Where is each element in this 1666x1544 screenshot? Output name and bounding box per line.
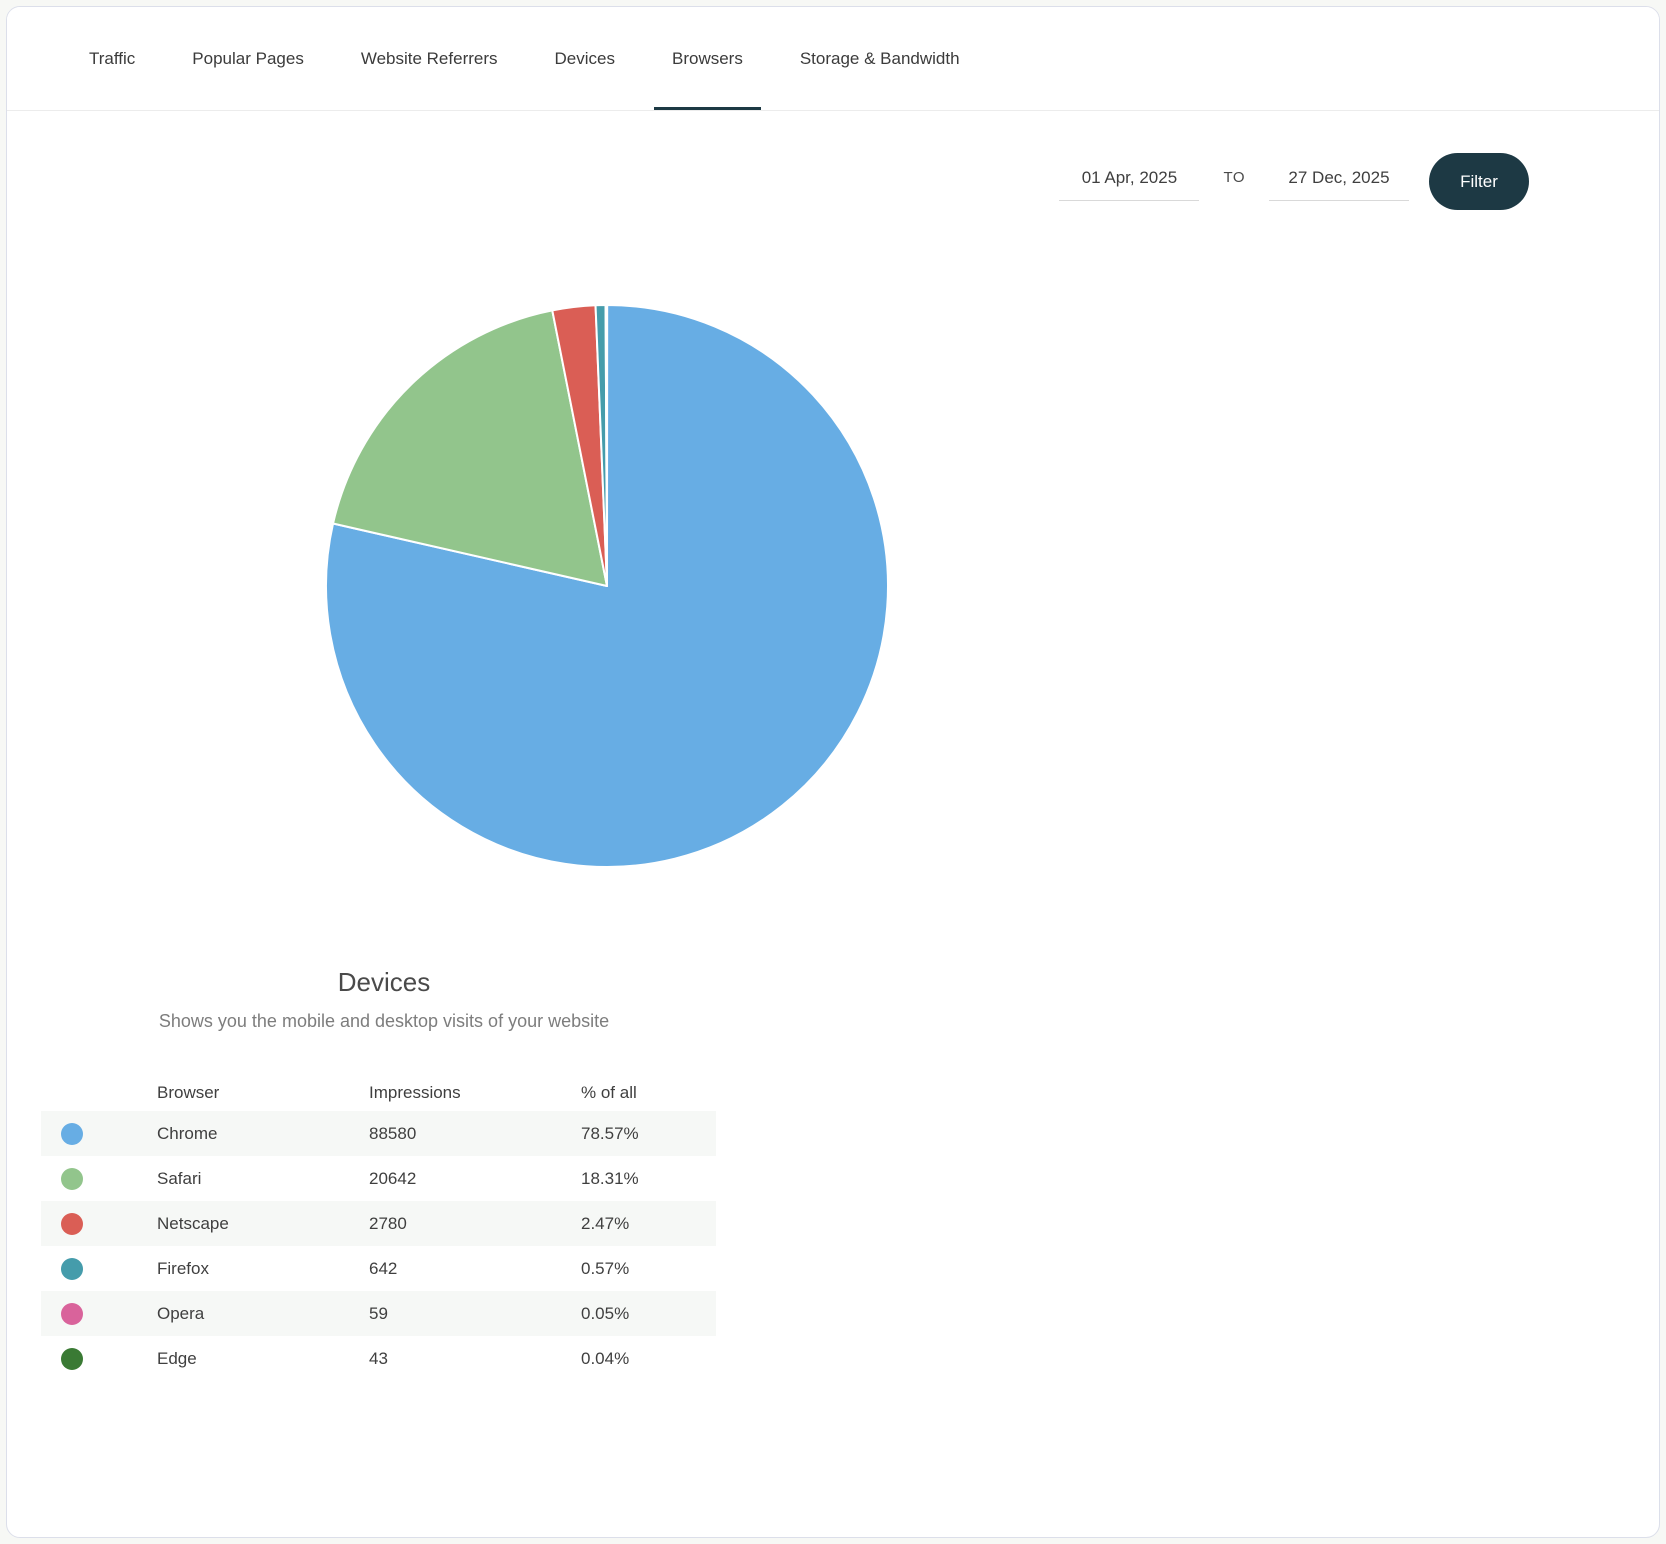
tab-label: Popular Pages bbox=[192, 48, 304, 68]
tab-devices[interactable]: Devices bbox=[537, 7, 633, 110]
percent-cell: 0.04% bbox=[581, 1348, 630, 1368]
tab-popular-pages[interactable]: Popular Pages bbox=[174, 7, 322, 110]
tab-label: Website Referrers bbox=[360, 48, 498, 68]
section-subtitle: Shows you the mobile and desktop visits … bbox=[158, 1011, 610, 1031]
column-header-percent: % of all bbox=[581, 1083, 637, 1102]
browser-name-cell: Firefox bbox=[157, 1258, 209, 1278]
table-body: Chrome 88580 78.57% Safari 20642 18.31% Netsca… bbox=[41, 1111, 716, 1381]
section-title: Devices bbox=[337, 967, 431, 997]
tab-bar: Traffic Popular Pages Website Referrers Dev… bbox=[7, 7, 1659, 111]
table-row-netscape: Netscape 2780 2.47% bbox=[41, 1201, 716, 1246]
percent-cell: 0.57% bbox=[581, 1258, 630, 1278]
filter-button[interactable]: Filter bbox=[1429, 153, 1529, 210]
browser-name-cell: Opera bbox=[157, 1303, 205, 1323]
start-date-input[interactable] bbox=[1059, 162, 1200, 201]
impressions-cell: 43 bbox=[369, 1348, 388, 1368]
table-row-opera: Opera 59 0.05% bbox=[41, 1291, 716, 1336]
legend-color-dot-opera bbox=[61, 1302, 83, 1325]
percent-cell: 0.05% bbox=[581, 1303, 630, 1323]
pie-slice-safari bbox=[332, 309, 608, 587]
table-header-row: Browser Impressions % of all bbox=[41, 1075, 716, 1111]
browser-name-cell: Safari bbox=[157, 1168, 202, 1188]
column-header-impressions: Impressions bbox=[369, 1083, 461, 1102]
tab-label: Browsers bbox=[671, 48, 743, 68]
browser-name-cell: Chrome bbox=[157, 1123, 218, 1143]
legend-color-dot-edge bbox=[61, 1347, 83, 1370]
tab-label: Devices bbox=[554, 48, 615, 68]
date-range-separator-label: TO bbox=[1223, 169, 1245, 186]
tab-label: Storage & Bandwidth bbox=[799, 48, 960, 68]
pie-chart-svg bbox=[325, 303, 889, 868]
impressions-cell: 88580 bbox=[369, 1123, 417, 1143]
table-row-chrome: Chrome 88580 78.57% bbox=[41, 1111, 716, 1156]
tab-website-referrers[interactable]: Website Referrers bbox=[343, 7, 516, 110]
tab-browsers[interactable]: Browsers bbox=[653, 7, 761, 110]
table-row-edge: Edge 43 0.04% bbox=[41, 1336, 716, 1381]
legend-color-dot-chrome bbox=[61, 1122, 83, 1145]
table-row-safari: Safari 20642 18.31% bbox=[41, 1156, 716, 1201]
percent-cell: 18.31% bbox=[581, 1168, 639, 1188]
end-date-input[interactable] bbox=[1269, 162, 1409, 201]
impressions-cell: 59 bbox=[369, 1303, 388, 1323]
legend-color-dot-safari bbox=[61, 1167, 83, 1190]
impressions-cell: 2780 bbox=[369, 1213, 407, 1233]
tab-traffic[interactable]: Traffic bbox=[71, 7, 153, 110]
browser-name-cell: Netscape bbox=[157, 1213, 229, 1233]
percent-cell: 2.47% bbox=[581, 1213, 630, 1233]
browser-legend-table: Browser Impressions % of all Chrome 88580… bbox=[41, 1075, 716, 1381]
tab-label: Traffic bbox=[89, 48, 136, 68]
browser-name-cell: Edge bbox=[157, 1348, 197, 1368]
date-filter-row: TO Filter bbox=[1059, 153, 1529, 210]
percent-cell: 78.57% bbox=[581, 1123, 639, 1143]
legend-color-dot-netscape bbox=[61, 1212, 83, 1235]
analytics-card: Traffic Popular Pages Website Referrers Dev… bbox=[6, 6, 1660, 1538]
impressions-cell: 642 bbox=[369, 1258, 398, 1278]
impressions-cell: 20642 bbox=[369, 1168, 417, 1188]
column-header-browser: Browser bbox=[157, 1083, 220, 1102]
legend-color-dot-firefox bbox=[61, 1257, 83, 1280]
table-row-firefox: Firefox 642 0.57% bbox=[41, 1246, 716, 1291]
pie-slice-edge bbox=[605, 303, 609, 587]
tab-storage-bandwidth[interactable]: Storage & Bandwidth bbox=[782, 7, 978, 110]
browsers-pie-chart bbox=[307, 286, 907, 886]
devices-summary-section: Devices Shows you the mobile and desktop… bbox=[7, 965, 761, 1381]
